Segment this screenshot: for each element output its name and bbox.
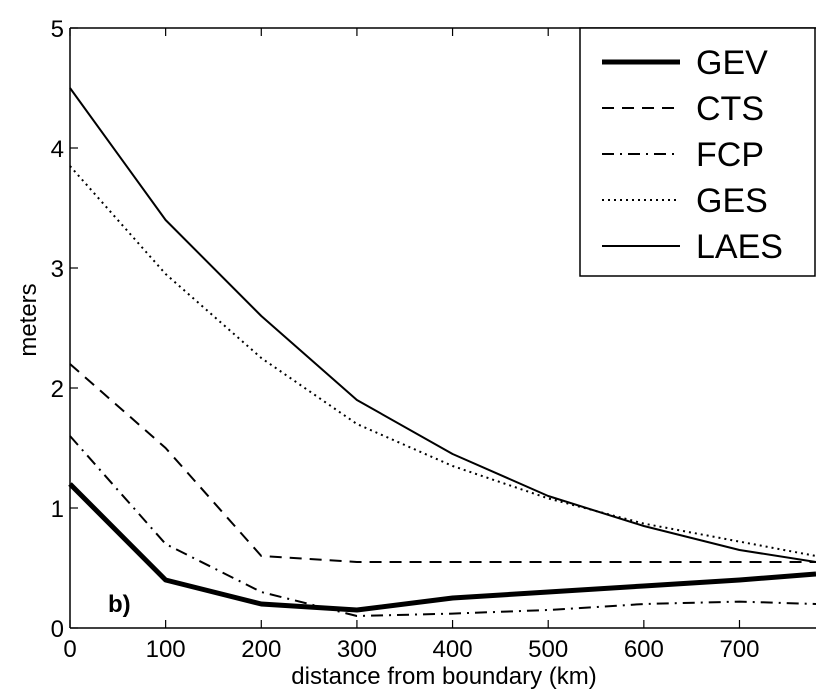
x-tick-label: 300 (337, 636, 377, 663)
series-line-laes (69, 87, 816, 563)
panel-label: b) (108, 591, 131, 618)
series-line-cts (69, 363, 816, 563)
x-axis-label: distance from boundary (km) (291, 663, 596, 690)
legend-label-fcp: FCP (696, 136, 764, 174)
x-tick-label: 0 (63, 636, 76, 663)
y-tick-label: 3 (51, 256, 64, 283)
x-tick-label: 600 (624, 636, 664, 663)
x-tick-label: 100 (146, 636, 186, 663)
x-tick-label: 700 (719, 636, 759, 663)
legend-label-gev: GEV (696, 44, 768, 82)
series-line-fcp (69, 435, 816, 617)
legend: GEV CTS FCP GES LAES (579, 27, 816, 277)
series-lines (68, 87, 816, 617)
series-line-gev (68, 482, 816, 613)
y-tick-label: 1 (51, 496, 64, 523)
x-tick-label: 400 (433, 636, 473, 663)
legend-label-cts: CTS (696, 90, 764, 128)
legend-label-ges: GES (696, 182, 768, 220)
x-tick-label: 200 (241, 636, 281, 663)
axes (69, 27, 816, 629)
y-tick-label: 0 (51, 616, 64, 643)
tick-labels: 0 100 200 300 400 500 600 700 0 1 2 3 4 5 (51, 16, 760, 663)
legend-box (579, 27, 816, 277)
y-tick-label: 5 (51, 16, 64, 43)
legend-label-laes: LAES (696, 228, 783, 266)
y-axis-label: meters (15, 283, 42, 356)
y-tick-label: 2 (51, 376, 64, 403)
y-tick-label: 4 (51, 136, 64, 163)
series-line-ges (69, 165, 816, 557)
x-tick-label: 500 (528, 636, 568, 663)
